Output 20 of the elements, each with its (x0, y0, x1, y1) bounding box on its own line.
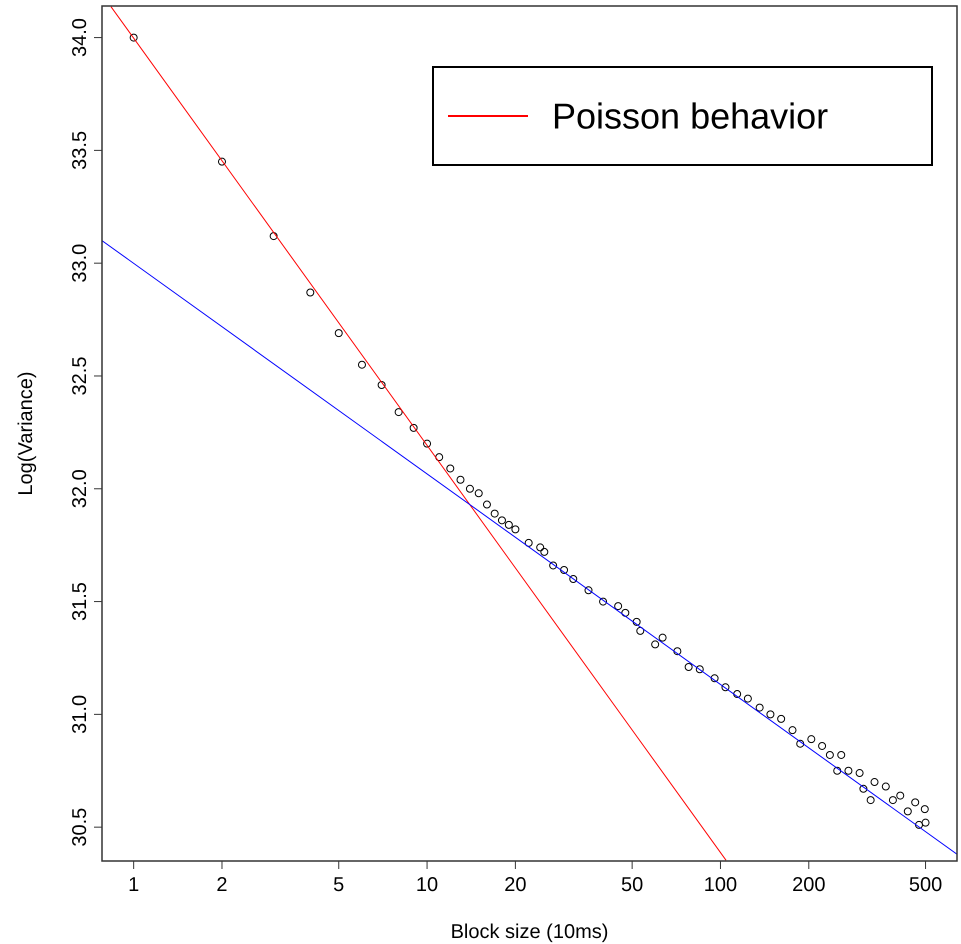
legend-label: Poisson behavior (552, 96, 828, 136)
y-tick-label: 31.5 (69, 582, 91, 622)
x-tick-label: 100 (704, 874, 738, 896)
y-tick-label: 30.5 (69, 808, 91, 847)
x-tick-label: 50 (621, 874, 644, 896)
y-tick-label: 31.0 (69, 694, 91, 734)
x-axis-title: Block size (10ms) (450, 921, 608, 943)
y-tick-label: 32.0 (69, 469, 91, 508)
x-tick-label: 500 (908, 874, 942, 896)
x-tick-label: 5 (333, 874, 344, 896)
y-tick-label: 33.5 (69, 130, 91, 170)
x-tick-label: 20 (504, 874, 527, 896)
x-tick-label: 1 (128, 874, 140, 896)
x-tick-label: 10 (416, 874, 438, 896)
y-tick-label: 32.5 (69, 356, 91, 396)
x-tick-label: 200 (792, 874, 826, 896)
y-tick-label: 33.0 (69, 244, 91, 283)
y-tick-label: 34.0 (69, 18, 91, 58)
y-axis-title: Log(Variance) (15, 371, 37, 496)
x-tick-label: 2 (216, 874, 228, 896)
